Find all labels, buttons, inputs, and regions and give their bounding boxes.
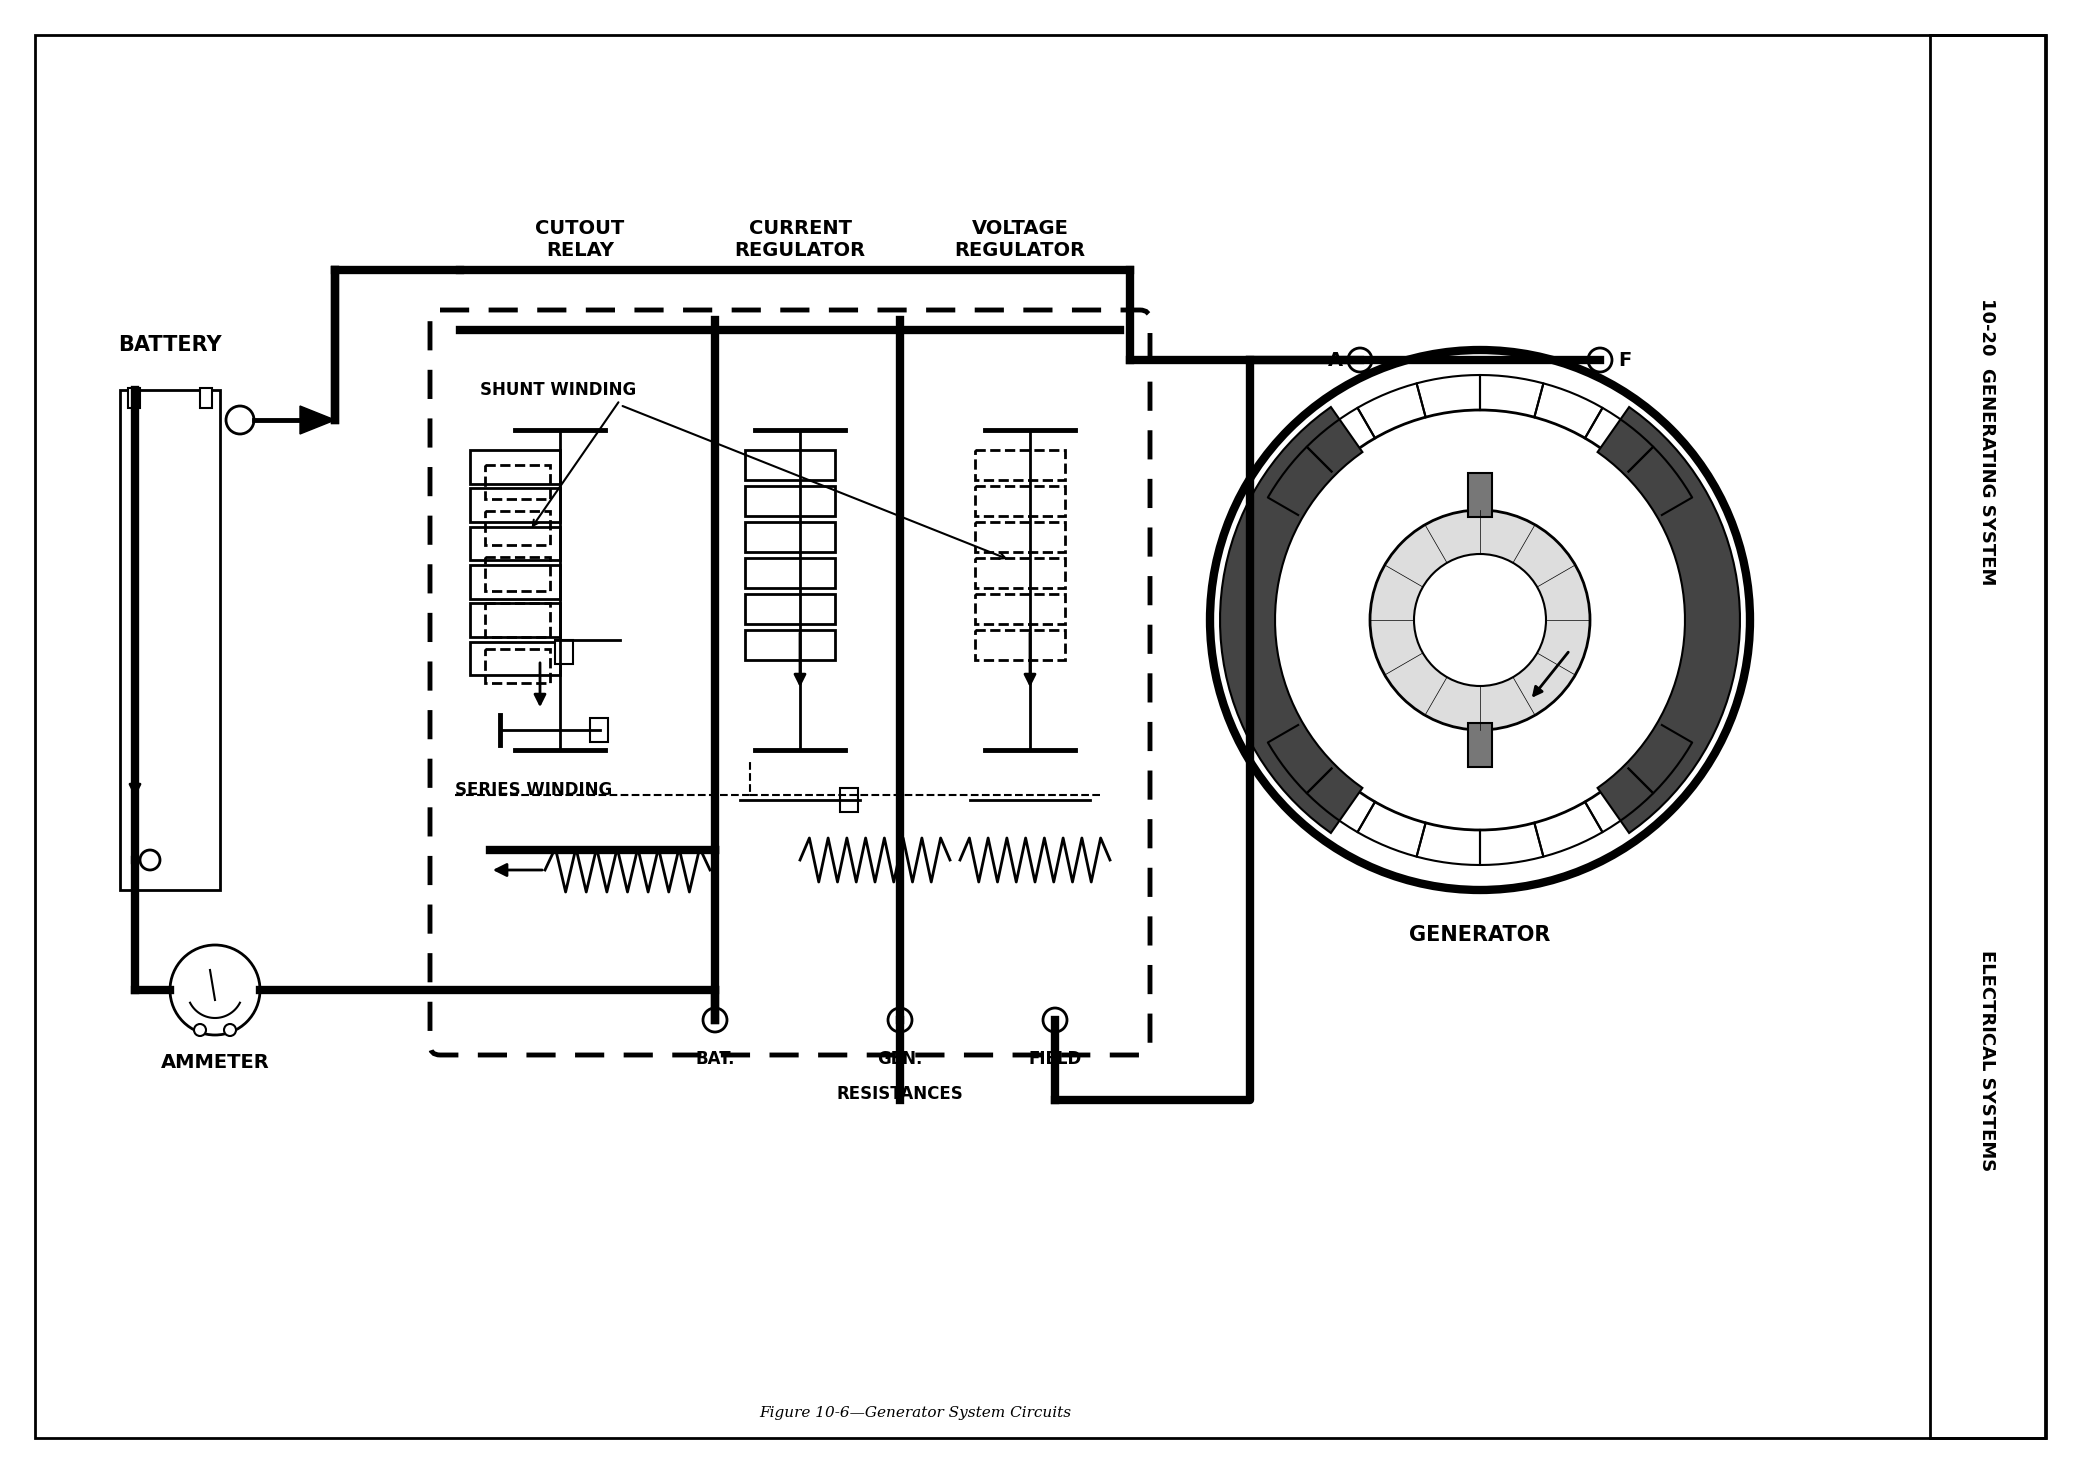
Bar [470,527,560,560]
Bar [129,387,139,408]
Text: F: F [1619,351,1632,370]
Bar [976,521,1065,552]
Bar [485,465,549,499]
Bar [841,788,857,812]
Bar [976,558,1065,588]
Bar [470,642,560,676]
Bar [745,521,834,552]
Bar [745,486,834,516]
Circle shape [194,1024,206,1036]
Circle shape [1269,409,1690,829]
Polygon shape [300,407,335,435]
Circle shape [1043,1008,1068,1033]
Bar [745,630,834,660]
Text: AMMETER: AMMETER [160,1053,268,1072]
Circle shape [1413,554,1546,686]
Bar [976,630,1065,660]
Text: Figure 10-6—Generator System Circuits: Figure 10-6—Generator System Circuits [760,1407,1072,1420]
Bar [745,449,834,480]
Bar [1467,473,1492,517]
Text: BATTERY: BATTERY [119,334,223,355]
Circle shape [1588,348,1613,373]
Bar [556,639,572,664]
Circle shape [139,850,160,871]
Text: SHUNT WINDING: SHUNT WINDING [481,382,637,399]
Circle shape [171,946,260,1036]
Bar [745,594,834,625]
Polygon shape [1219,407,1363,832]
Circle shape [225,1024,235,1036]
Text: 10-20  GENERATING SYSTEM: 10-20 GENERATING SYSTEM [1979,298,1996,586]
Text: FIELD: FIELD [1028,1050,1082,1068]
Text: A: A [1328,351,1342,370]
Text: BAT.: BAT. [695,1050,735,1068]
Text: ELECTRICAL SYSTEMS: ELECTRICAL SYSTEMS [1979,950,1996,1171]
Bar [1929,35,2046,1438]
Bar [485,650,549,683]
Circle shape [703,1008,726,1033]
Circle shape [1348,348,1371,373]
Circle shape [1369,510,1590,731]
Polygon shape [1598,407,1740,832]
Bar [200,387,212,408]
Circle shape [889,1008,911,1033]
Bar [470,449,560,483]
Text: GENERATOR: GENERATOR [1409,925,1550,946]
Circle shape [227,407,254,435]
Bar [976,449,1065,480]
Bar [470,566,560,598]
Bar [470,489,560,521]
Bar [976,486,1065,516]
Bar [976,594,1065,625]
Text: VOLTAGE
REGULATOR: VOLTAGE REGULATOR [955,219,1086,261]
Text: SERIES WINDING: SERIES WINDING [456,781,612,798]
Bar [485,511,549,545]
Bar [1467,723,1492,767]
Bar [591,717,608,742]
Bar [485,602,549,638]
Bar [470,604,560,636]
Text: GEN.: GEN. [878,1050,922,1068]
Text: CUTOUT
RELAY: CUTOUT RELAY [535,219,624,261]
Bar [485,557,549,591]
Text: CURRENT
REGULATOR: CURRENT REGULATOR [735,219,866,261]
Bar [745,558,834,588]
Text: RESISTANCES: RESISTANCES [837,1086,964,1103]
Bar [121,390,221,890]
Circle shape [1209,351,1750,890]
